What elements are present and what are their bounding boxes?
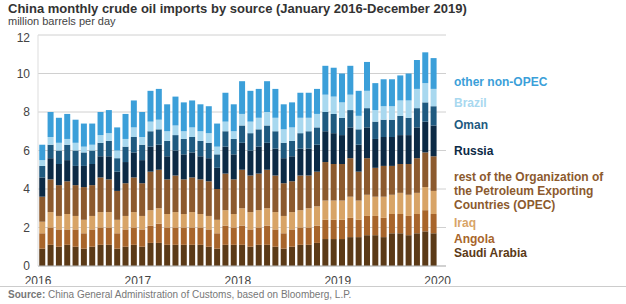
svg-text:10: 10 [17,67,31,81]
html-text:other non-OPEC: other non-OPEC [454,75,548,89]
html-text:China monthly crude oil import: China monthly crude oil imports by sourc… [8,1,467,16]
svg-text:2016: 2016 [25,274,52,284]
svg-text:2020: 2020 [424,274,451,284]
html-text:Russia: Russia [454,144,494,158]
html-text:Brazil: Brazil [454,96,487,110]
html-text:rest of the Organization of th: rest of the Organization of the Petroleu… [454,170,604,212]
svg-text:12: 12 [17,31,31,45]
html-text:Angola: Angola [454,232,495,246]
html-text:Iraq: Iraq [454,216,476,230]
html-text:million barrels per day: million barrels per day [8,15,116,27]
svg-text:2018: 2018 [224,274,251,284]
svg-text:8: 8 [23,105,30,119]
html-text:Source: China General Administ: Source: China General Administration of … [8,289,352,300]
svg-text:2017: 2017 [125,274,152,284]
html-text:Oman: Oman [454,118,488,132]
svg-text:2019: 2019 [324,274,351,284]
svg-text:6: 6 [23,144,30,158]
html-text:Saudi Arabia: Saudi Arabia [454,246,527,260]
svg-text:2: 2 [23,221,30,235]
svg-text:4: 4 [23,182,30,196]
svg-text:0: 0 [23,259,30,273]
